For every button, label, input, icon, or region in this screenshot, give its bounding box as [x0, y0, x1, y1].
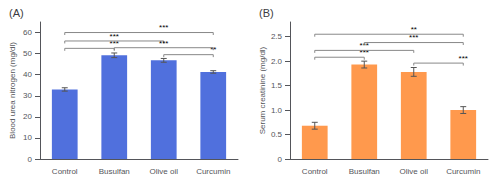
svg-text:0.5: 0.5 [271, 130, 283, 139]
svg-text:(B): (B) [259, 7, 274, 19]
svg-text:Busulfan: Busulfan [99, 167, 130, 176]
svg-text:Control: Control [302, 167, 328, 176]
svg-text:2.0: 2.0 [271, 57, 283, 66]
svg-text:(A): (A) [9, 7, 24, 19]
svg-text:***: *** [159, 39, 168, 48]
svg-text:Olive oil: Olive oil [150, 167, 179, 176]
svg-text:30: 30 [23, 91, 32, 100]
svg-text:2.5: 2.5 [271, 32, 283, 41]
svg-text:Curcumin: Curcumin [196, 167, 230, 176]
svg-text:40: 40 [23, 70, 32, 79]
svg-text:10: 10 [23, 133, 32, 142]
svg-text:20: 20 [23, 112, 32, 121]
svg-text:***: *** [110, 32, 119, 41]
svg-text:Olive oil: Olive oil [400, 167, 429, 176]
svg-text:1.0: 1.0 [271, 106, 283, 115]
svg-text:0: 0 [278, 155, 283, 164]
svg-text:Serum creatinine (mg/dl): Serum creatinine (mg/dl) [258, 46, 267, 134]
svg-text:60: 60 [23, 28, 32, 37]
svg-text:Blood urea nitrogen (mg/dl): Blood urea nitrogen (mg/dl) [8, 42, 17, 139]
svg-text:Busulfan: Busulfan [349, 167, 380, 176]
svg-text:Control: Control [52, 167, 78, 176]
svg-text:***: *** [409, 33, 418, 42]
svg-text:Curcumin: Curcumin [446, 167, 480, 176]
svg-text:***: *** [459, 54, 468, 63]
svg-text:***: *** [159, 23, 168, 32]
svg-text:50: 50 [23, 49, 32, 58]
svg-text:1.5: 1.5 [271, 81, 283, 90]
svg-text:0: 0 [28, 155, 33, 164]
